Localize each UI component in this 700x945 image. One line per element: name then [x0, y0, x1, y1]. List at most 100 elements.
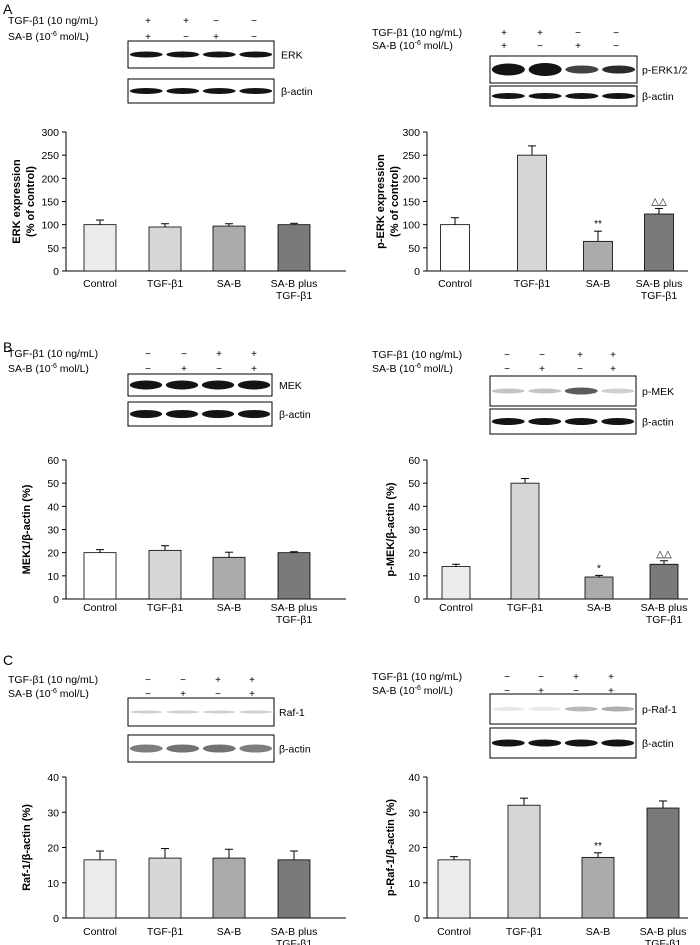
treatment-label: TGF-β1 (10 ng/mL) [372, 349, 462, 361]
blot-band [528, 63, 562, 76]
category-label: Control [83, 602, 117, 614]
category-label: SA-B plus [271, 926, 318, 938]
blot-band [564, 387, 598, 395]
band-label: p-Raf-1 [642, 704, 677, 716]
blot-band [565, 93, 599, 99]
blot-band [129, 51, 163, 58]
y-tick-label: 30 [408, 525, 420, 537]
category-label: TGF-β1 [507, 602, 544, 614]
category-label: SA-B [586, 926, 611, 938]
blot-frame [127, 373, 273, 397]
y-tick-label: 0 [53, 266, 59, 278]
treatment-label: SA-B (10-6 mol/L) [372, 685, 453, 697]
y-axis-label: ERK expression [11, 159, 23, 244]
blot-band [129, 88, 163, 94]
y-tick-label: 30 [47, 525, 59, 537]
blot-band [166, 710, 200, 714]
blot-band [202, 710, 236, 714]
blot-band [129, 410, 163, 418]
blot-band [528, 418, 562, 425]
treatment-sign: − [145, 349, 151, 360]
western-blot: TGF-β1 (10 ng/mL) + + − − SA-B (10-6 mol/L) + −… [8, 15, 313, 104]
y-axis-label: (% of control) [25, 166, 37, 237]
y-axis-label: Raf-1/β-actin (%) [21, 804, 33, 891]
blot-band [491, 418, 525, 425]
y-axis-label: MEK1/β-actin (%) [21, 484, 33, 574]
y-tick-label: 0 [53, 913, 59, 925]
treatment-sign: + [501, 41, 507, 52]
y-tick-label: 50 [47, 243, 59, 255]
treatment-label: SA-B (10-6 mol/L) [8, 363, 89, 375]
treatment-sign: + [249, 675, 255, 686]
treatment-sign: − [575, 28, 581, 39]
y-tick-label: 50 [47, 478, 59, 490]
category-label: TGF-β1 [147, 602, 184, 614]
significance-marker: △△ [656, 549, 672, 560]
treatment-label: TGF-β1 (10 ng/mL) [8, 674, 98, 686]
bar-chart: 0 50 100 150 200 250 300 p-ERK expression (% of … [375, 127, 688, 302]
treatment-sign: − [504, 364, 510, 375]
category-label: TGF-β1 [276, 614, 313, 626]
treatment-sign: − [251, 32, 257, 43]
category-label: Control [83, 926, 117, 938]
band-label: β-actin [642, 417, 674, 429]
bar [212, 857, 246, 919]
category-label: TGF-β1 [514, 278, 551, 290]
treatment-label: SA-B (10-6 mol/L) [372, 363, 453, 375]
treatment-sign: + [610, 364, 616, 375]
y-tick-label: 100 [402, 220, 420, 232]
blot-band [601, 739, 635, 747]
treatment-sign: − [573, 686, 579, 697]
category-label: SA-B plus [271, 602, 318, 614]
treatment-sign: + [249, 689, 255, 700]
y-tick-label: 60 [408, 455, 420, 467]
blot-band [491, 93, 525, 99]
bar [277, 859, 311, 919]
blot-band [239, 88, 273, 94]
category-label: Control [437, 926, 471, 938]
bar [581, 856, 615, 919]
y-tick-label: 250 [41, 150, 59, 162]
bar [583, 240, 613, 272]
blot-band [129, 744, 163, 753]
blot-band [202, 88, 236, 94]
y-tick-label: 40 [408, 501, 420, 513]
bar [212, 225, 246, 272]
bar [212, 556, 246, 600]
blot-band [129, 380, 163, 390]
bar-chart: 0 10 20 30 40 50 60 p-MEK/β-actin (%) Control TGF… [385, 455, 688, 626]
blot-band [602, 93, 636, 99]
treatment-sign: + [608, 672, 614, 683]
bar [649, 563, 679, 600]
y-tick-label: 200 [41, 173, 59, 185]
treatment-sign: − [539, 350, 545, 361]
y-tick-label: 50 [408, 243, 420, 255]
category-label: Control [83, 278, 117, 290]
treatment-sign: + [573, 672, 579, 683]
treatment-label: SA-B (10-6 mol/L) [8, 688, 89, 700]
treatment-sign: − [538, 672, 544, 683]
bar [83, 859, 117, 919]
treatment-label: SA-B (10-6 mol/L) [372, 40, 453, 52]
blot-band [239, 710, 273, 714]
y-tick-label: 0 [414, 266, 420, 278]
y-tick-label: 20 [47, 548, 59, 560]
y-tick-label: 0 [414, 913, 420, 925]
treatment-sign: + [501, 28, 507, 39]
blot-band [166, 88, 200, 94]
panel-letter: A [3, 1, 13, 17]
treatment-sign: + [181, 364, 187, 375]
blot-band [201, 380, 235, 390]
treatment-sign: − [215, 689, 221, 700]
y-tick-label: 40 [47, 501, 59, 513]
category-label: SA-B plus [271, 278, 318, 290]
y-tick-label: 60 [47, 455, 59, 467]
bar [437, 859, 471, 919]
blot-band [202, 51, 236, 58]
y-tick-label: 100 [41, 220, 59, 232]
treatment-sign: − [537, 41, 543, 52]
blot-band [491, 388, 525, 394]
y-tick-label: 30 [408, 807, 420, 819]
treatment-sign: − [213, 16, 219, 27]
